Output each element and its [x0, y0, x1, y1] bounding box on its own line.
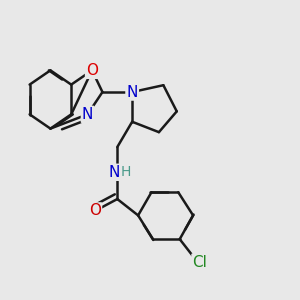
Text: Cl: Cl	[193, 255, 207, 270]
Text: N: N	[127, 85, 138, 100]
Text: O: O	[89, 203, 101, 218]
Text: N: N	[108, 165, 119, 180]
Text: N: N	[82, 107, 93, 122]
Text: H: H	[121, 165, 131, 179]
Text: O: O	[86, 63, 98, 78]
